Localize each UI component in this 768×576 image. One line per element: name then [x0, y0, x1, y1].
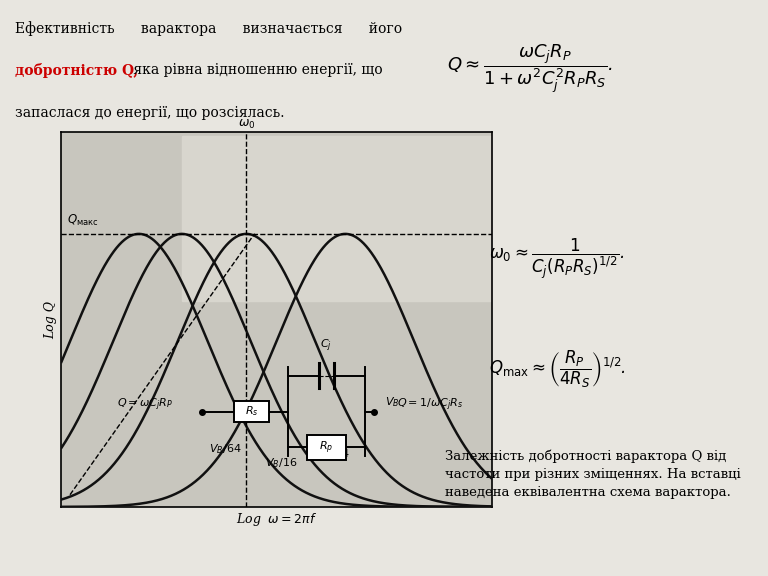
- Text: Ефективність      варактора      визначається      його: Ефективність варактора визначається його: [15, 21, 402, 36]
- Text: $\omega_0$: $\omega_0$: [237, 118, 255, 131]
- Text: $R_p$: $R_p$: [319, 439, 333, 456]
- Text: $C_j$: $C_j$: [320, 338, 333, 354]
- Text: яка рівна відношенню енергії, що: яка рівна відношенню енергії, що: [129, 63, 383, 77]
- Text: $V_B/64$: $V_B/64$: [209, 442, 241, 456]
- X-axis label: Log  $\omega = 2\pi f$: Log $\omega = 2\pi f$: [236, 511, 317, 528]
- Text: $Q \approx \dfrac{\omega C_j R_P}{1+\omega^2 C_j^2 R_P R_S}$.: $Q \approx \dfrac{\omega C_j R_P}{1+\ome…: [447, 42, 612, 95]
- Text: $Q_{\rm max} \approx \left(\dfrac{R_P}{4R_S}\right)^{1/2}$.: $Q_{\rm max} \approx \left(\dfrac{R_P}{4…: [489, 348, 627, 390]
- Text: $Q=1/\omega C_j R_s$: $Q=1/\omega C_j R_s$: [397, 397, 463, 414]
- Text: $R_s$: $R_s$: [245, 404, 258, 418]
- Bar: [182, 137, 492, 301]
- Text: Залежність добротності варактора Q від
частоти при різних зміщеннях. На вставці
: Залежність добротності варактора Q від ч…: [445, 449, 741, 499]
- Text: запаслася до енергії, що розсіялась.: запаслася до енергії, що розсіялась.: [15, 106, 285, 120]
- Text: $Q=\omega C_j R_P$: $Q=\omega C_j R_P$: [118, 397, 174, 414]
- Text: $\omega_0 \approx \dfrac{1}{C_j(R_P R_S)^{1/2}}$.: $\omega_0 \approx \dfrac{1}{C_j(R_P R_S)…: [489, 237, 624, 282]
- Text: $Q_{\rm макс}$: $Q_{\rm макс}$: [67, 213, 98, 228]
- Y-axis label: Log Q: Log Q: [45, 301, 58, 339]
- Bar: [234, 401, 269, 422]
- Text: $V_B$: $V_B$: [386, 395, 400, 408]
- Text: $V_B/16$: $V_B/16$: [265, 456, 297, 470]
- Bar: [307, 435, 346, 460]
- Text: добротністю Q,: добротністю Q,: [15, 63, 138, 78]
- Text: $V_B/4$: $V_B/4$: [324, 447, 349, 461]
